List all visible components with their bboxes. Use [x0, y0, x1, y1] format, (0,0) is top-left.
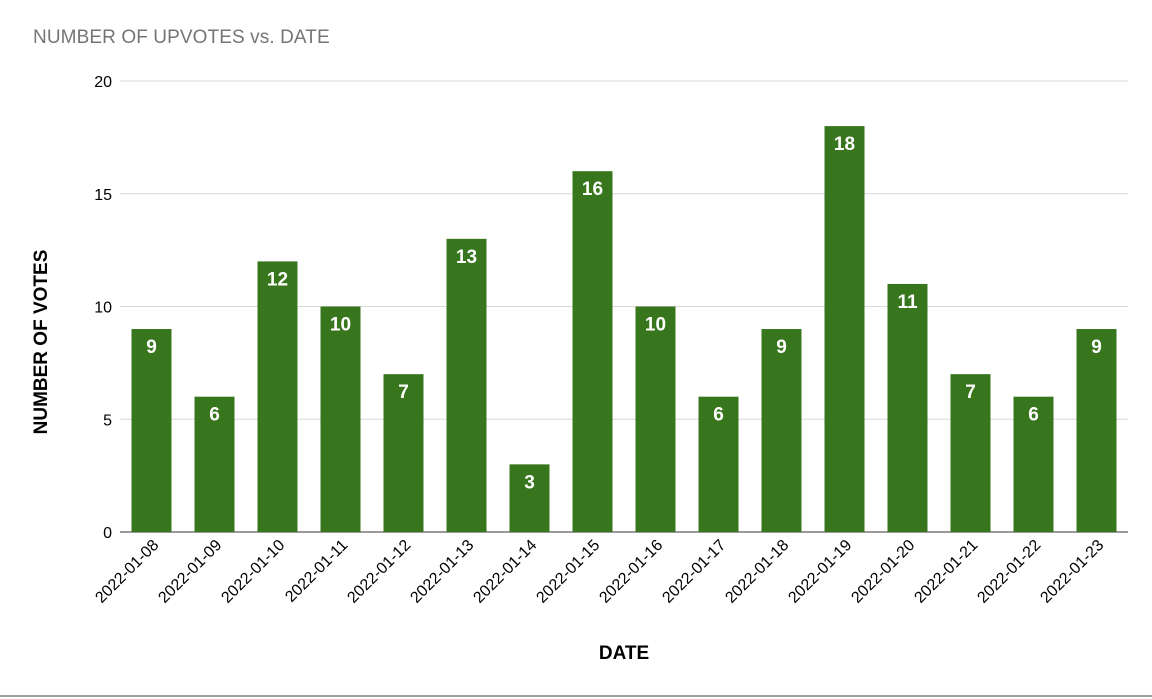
bar-value-label: 9 — [776, 337, 787, 358]
x-tick-label: 2022-01-11 — [282, 537, 351, 606]
bar — [761, 329, 802, 532]
bar — [131, 329, 172, 532]
bar-value-label: 9 — [146, 337, 157, 358]
bar-value-label: 10 — [645, 315, 666, 336]
bar — [572, 171, 613, 532]
y-axis-ticks: 0 5 10 15 20 — [94, 74, 112, 542]
bar-value-label: 13 — [456, 247, 477, 268]
x-tick-label: 2022-01-09 — [155, 537, 225, 607]
x-tick-label: 2022-01-08 — [92, 537, 162, 607]
x-tick-label: 2022-01-10 — [218, 537, 288, 607]
y-tick-label: 5 — [103, 412, 112, 429]
bar-value-label: 12 — [267, 269, 288, 290]
x-tick-label: 2022-01-21 — [911, 537, 981, 607]
x-tick-label: 2022-01-18 — [722, 537, 792, 607]
y-axis-title: NUMBER OF VOTES — [31, 250, 52, 435]
bars — [131, 126, 1117, 532]
x-tick-label: 2022-01-14 — [470, 537, 540, 607]
x-tick-label: 2022-01-12 — [344, 537, 414, 607]
x-tick-label: 2022-01-17 — [659, 537, 729, 607]
bar — [1013, 396, 1054, 532]
bottom-divider — [0, 695, 1152, 697]
bar — [887, 283, 928, 532]
bar — [320, 306, 361, 532]
x-tick-label: 2022-01-13 — [407, 537, 477, 607]
bar-value-label: 6 — [713, 405, 724, 426]
x-axis-title: DATE — [599, 643, 649, 664]
bar — [383, 374, 424, 532]
bar-value-label: 18 — [834, 134, 855, 155]
y-tick-label: 0 — [103, 525, 112, 542]
x-tick-label: 2022-01-15 — [533, 537, 603, 607]
bar-value-label: 6 — [209, 405, 220, 426]
chart-title: NUMBER OF UPVOTES vs. DATE — [33, 27, 330, 48]
x-tick-label: 2022-01-20 — [848, 537, 918, 607]
x-axis-ticks: 2022-01-082022-01-092022-01-102022-01-11… — [92, 537, 1107, 607]
x-tick-label: 2022-01-16 — [596, 537, 666, 607]
y-tick-label: 20 — [94, 74, 112, 91]
bar — [446, 238, 487, 532]
y-tick-label: 10 — [94, 300, 112, 317]
x-tick-label: 2022-01-22 — [974, 537, 1044, 607]
bar-value-label: 3 — [524, 472, 535, 493]
bar — [194, 396, 235, 532]
x-tick-label: 2022-01-23 — [1037, 537, 1107, 607]
bar-value-label: 9 — [1091, 337, 1102, 358]
bar-value-label: 10 — [330, 315, 351, 336]
bar-value-label: 7 — [398, 382, 409, 403]
bar — [509, 464, 550, 532]
data-labels: 9 6 12 10 7 13 3 16 10 6 9 18 11 7 6 9 — [146, 134, 1102, 493]
bar — [698, 396, 739, 532]
bar — [950, 374, 991, 532]
bar — [824, 126, 865, 532]
bar-value-label: 7 — [965, 382, 976, 403]
bar — [635, 306, 676, 532]
bar — [257, 261, 298, 532]
y-tick-label: 15 — [94, 187, 112, 204]
bar-value-label: 6 — [1028, 405, 1039, 426]
bar — [1076, 329, 1117, 532]
bar-value-label: 11 — [897, 292, 918, 313]
bar-value-label: 16 — [582, 179, 603, 200]
x-tick-label: 2022-01-19 — [785, 537, 855, 607]
